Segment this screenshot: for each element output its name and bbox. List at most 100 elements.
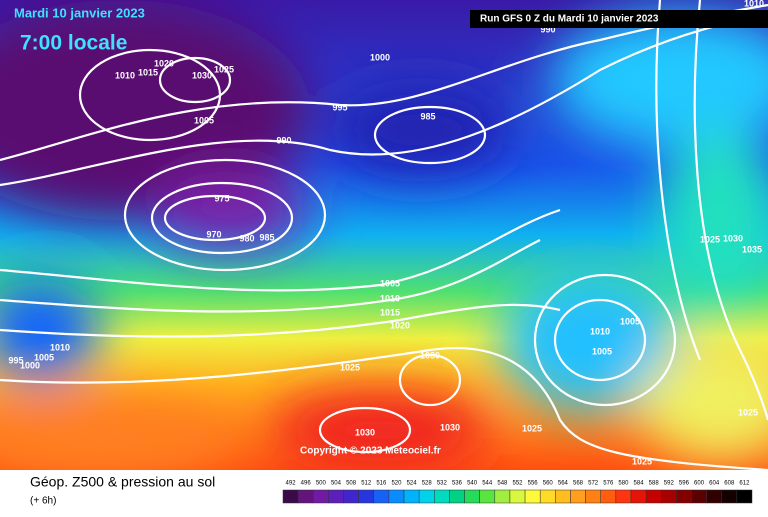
legend-label: 608 bbox=[724, 481, 735, 487]
isobars bbox=[0, 0, 768, 470]
legend-label: 592 bbox=[664, 481, 675, 487]
legend-swatch bbox=[464, 489, 480, 504]
isobar-label: 990 bbox=[276, 135, 291, 145]
isobar-label: 980 bbox=[239, 233, 254, 243]
legend-label: 516 bbox=[376, 481, 387, 487]
isobar-label: 1005 bbox=[620, 316, 640, 326]
legend-swatch bbox=[600, 489, 617, 504]
legend-label: 536 bbox=[452, 481, 463, 487]
legend-label: 528 bbox=[422, 481, 433, 487]
isobar-label: 1005 bbox=[34, 352, 54, 362]
legend-label: 556 bbox=[528, 481, 539, 487]
legend-label: 540 bbox=[467, 481, 478, 487]
legend-label: 584 bbox=[634, 481, 645, 487]
isobar-label: 1035 bbox=[742, 244, 762, 254]
isobar-label: 995 bbox=[332, 102, 347, 112]
isobar-label: 1030 bbox=[723, 233, 743, 243]
legend-label: 496 bbox=[301, 481, 312, 487]
legend-swatch bbox=[297, 489, 314, 504]
legend-swatch bbox=[555, 489, 571, 504]
lead-time: (+ 6h) bbox=[30, 496, 56, 507]
legend-label: 604 bbox=[709, 481, 720, 487]
legend-label: 508 bbox=[346, 481, 357, 487]
map-field: 1010 101510201030102510009909959851005990… bbox=[0, 0, 768, 470]
isobar-label: 1020 bbox=[390, 320, 410, 330]
isobar-label: 1025 bbox=[340, 362, 360, 372]
legend-label: 552 bbox=[512, 481, 523, 487]
isobar-label: 1025 bbox=[738, 407, 758, 417]
isobar-label: 970 bbox=[206, 229, 221, 239]
legend-swatch bbox=[479, 489, 496, 504]
legend-label: 560 bbox=[543, 481, 554, 487]
isobar-label: 985 bbox=[259, 232, 274, 242]
legend-label: 512 bbox=[361, 481, 372, 487]
legend-swatch bbox=[570, 489, 586, 504]
legend-swatch bbox=[328, 489, 344, 504]
legend-label: 600 bbox=[694, 481, 705, 487]
isobar-label: 1005 bbox=[194, 115, 214, 125]
isobar-label: 995 bbox=[8, 355, 23, 365]
isobar-label: 1005 bbox=[380, 278, 400, 288]
copyright: Copyright © 2023 Meteociel.fr bbox=[300, 446, 441, 457]
legend-label: 612 bbox=[739, 481, 750, 487]
isobar-label: 1025 bbox=[632, 456, 652, 466]
date: Mardi 10 janvier 2023 bbox=[14, 5, 145, 20]
legend-label: 576 bbox=[603, 481, 614, 487]
isobar-label: 1010 bbox=[590, 326, 610, 336]
isobar-label: 1025 bbox=[522, 423, 542, 433]
legend-swatch bbox=[706, 489, 722, 504]
isobar-label: 1005 bbox=[592, 346, 612, 356]
legend-swatch bbox=[539, 489, 556, 504]
isobar-label: 1030 bbox=[355, 427, 375, 437]
legend-label: 564 bbox=[558, 481, 569, 487]
legend-label: 580 bbox=[618, 481, 629, 487]
isobar-label: 1030 bbox=[192, 70, 212, 80]
legend-label: 568 bbox=[573, 481, 584, 487]
legend-swatch bbox=[585, 489, 601, 504]
legend-label: 500 bbox=[316, 481, 327, 487]
isobar-label: 990 bbox=[540, 24, 555, 34]
legend-swatch bbox=[676, 489, 692, 504]
legend-swatch bbox=[691, 489, 707, 504]
legend-swatch bbox=[509, 489, 526, 504]
legend-swatch bbox=[736, 489, 753, 504]
legend-swatch bbox=[630, 489, 647, 504]
legend-swatch bbox=[721, 489, 738, 504]
legend-label: 596 bbox=[679, 481, 690, 487]
isobar-label: 1025 bbox=[700, 234, 720, 244]
color-legend: 492 496 500 504 508 512 516 520 524 528 532 536 540 5… bbox=[282, 481, 753, 504]
legend-swatch bbox=[343, 489, 359, 504]
legend-swatch bbox=[388, 489, 405, 504]
legend-swatch bbox=[615, 489, 632, 504]
legend-swatch bbox=[282, 489, 299, 504]
isobar-label: 1025 bbox=[214, 64, 234, 74]
isobar-label: 1010 bbox=[115, 70, 135, 80]
legend-swatch bbox=[418, 489, 435, 504]
legend-label: 588 bbox=[649, 481, 660, 487]
isobar-label: 985 bbox=[420, 111, 435, 121]
legend-label: 532 bbox=[437, 481, 448, 487]
legend-swatch bbox=[660, 489, 677, 504]
isobar-label: 1010 bbox=[380, 293, 400, 303]
isobar-label: 1020 bbox=[154, 58, 174, 68]
isobar-label: 1015 bbox=[138, 67, 158, 77]
legend-label: 548 bbox=[497, 481, 508, 487]
isobar-label: 975 bbox=[214, 193, 229, 203]
legend-swatch bbox=[358, 489, 375, 504]
isobar-label: 1010 bbox=[50, 342, 70, 352]
legend-label: 572 bbox=[588, 481, 599, 487]
legend-swatch bbox=[449, 489, 465, 504]
legend-swatch bbox=[434, 489, 450, 504]
legend-swatch bbox=[645, 489, 662, 504]
run-info: Run GFS 0 Z du Mardi 10 janvier 2023 bbox=[480, 14, 659, 25]
legend-label: 520 bbox=[391, 481, 402, 487]
legend-swatch bbox=[313, 489, 329, 504]
legend-swatch bbox=[403, 489, 420, 504]
legend-label: 524 bbox=[407, 481, 418, 487]
legend-swatch bbox=[373, 489, 390, 504]
footer-title: Géop. Z500 & pression au sol bbox=[30, 474, 215, 490]
isobar-label: 1030 bbox=[420, 350, 440, 360]
run-banner bbox=[470, 10, 768, 28]
